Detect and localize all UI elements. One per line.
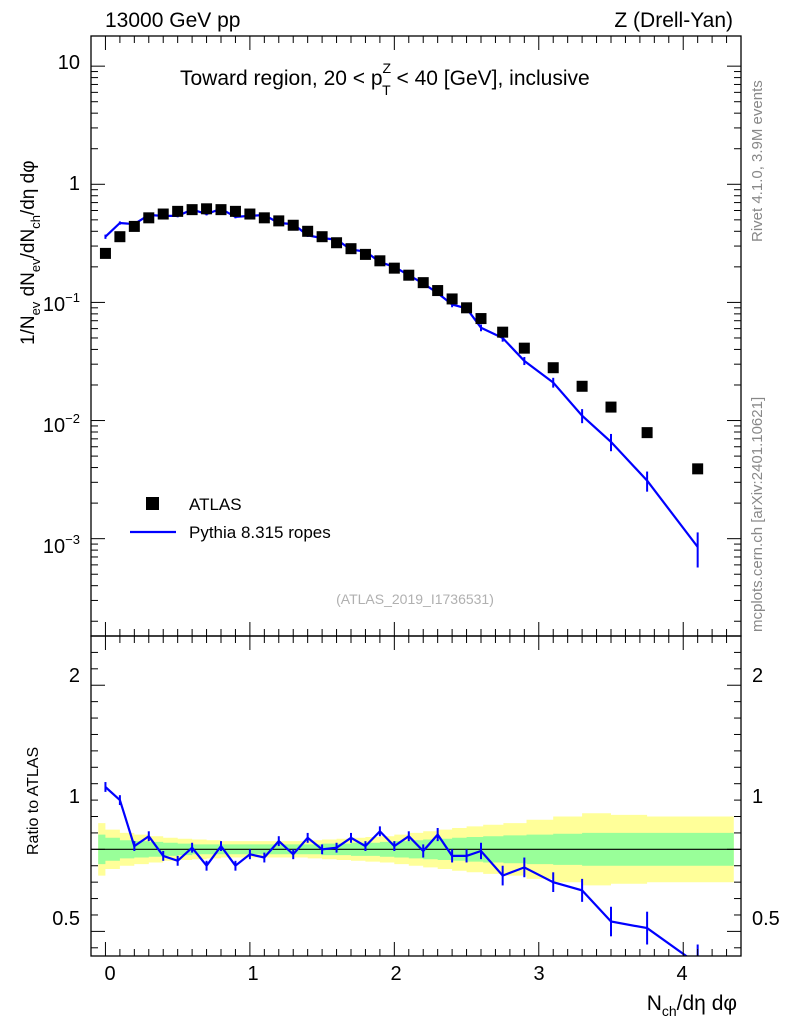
x-tick-label-4: 4	[676, 963, 687, 985]
atlas-point	[417, 277, 429, 289]
main-y-tick-labels: 10 1 10−1 10−2 10−3	[43, 52, 80, 558]
x-tick-labels: 0 1 2 3 4	[104, 963, 687, 985]
atlas-point	[99, 247, 111, 259]
atlas-point	[331, 237, 343, 249]
atlas-point	[692, 463, 704, 475]
atlas-point	[258, 212, 270, 224]
ratio-line	[104, 786, 689, 956]
atlas-point	[186, 204, 198, 216]
main-panel: Toward region, 20 < pZ T < 40 [GeV], incl…	[18, 35, 742, 637]
ratio-y-tick-0.5-right: 0.5	[752, 908, 780, 930]
atlas-point	[302, 225, 314, 237]
ratio-y-tick-1-right: 1	[752, 786, 763, 808]
ratio-y-tick-1-left: 1	[69, 786, 80, 808]
y-tick-label-1: 1	[69, 173, 80, 195]
atlas-point	[157, 208, 169, 220]
ratio-panel: 0.5 1 2 0.5 1 2 0 1 2 3 4 Ratio to ATLAS…	[25, 635, 780, 1019]
ratio-axis-ticks	[91, 635, 742, 956]
atlas-point	[446, 293, 458, 305]
legend: ATLAS Pythia 8.315 ropes	[130, 495, 331, 542]
atlas-point	[244, 208, 256, 220]
main-axis-ticks	[91, 36, 742, 636]
legend-atlas-marker	[146, 497, 159, 510]
atlas-point	[229, 205, 241, 217]
ratio-y-tick-2-right: 2	[752, 665, 763, 687]
atlas-point	[497, 326, 509, 338]
atlas-point	[128, 220, 140, 232]
main-frame	[90, 35, 742, 637]
x-axis-label: Nch/dη dφ	[647, 992, 737, 1019]
legend-pythia-label: Pythia 8.315 ropes	[189, 523, 331, 542]
atlas-point	[172, 205, 184, 217]
ratio-y-axis-label: Ratio to ATLAS	[25, 747, 42, 855]
atlas-point	[273, 215, 285, 227]
atlas-point	[576, 380, 588, 392]
y-tick-label-0.1: 10−1	[43, 290, 80, 316]
process-label: Z (Drell-Yan)	[614, 9, 733, 32]
atlas-point	[641, 427, 653, 439]
atlas-point	[374, 255, 386, 267]
atlas-point	[201, 203, 213, 215]
atlas-point	[518, 342, 530, 354]
atlas-point	[359, 248, 371, 260]
ratio-y-tick-labels: 0.5 1 2 0.5 1 2	[52, 665, 780, 930]
pythia-line	[104, 207, 699, 548]
main-y-axis-label: 1/Nev dNev/dNch/dη dφ	[18, 160, 43, 345]
atlas-point	[475, 313, 487, 325]
atlas-point	[143, 212, 155, 224]
atlas-point	[345, 243, 357, 255]
energy-label: 13000 GeV pp	[105, 9, 240, 32]
atlas-point	[388, 262, 400, 274]
atlas-point	[547, 362, 559, 374]
atlas-point	[114, 231, 126, 243]
atlas-point	[287, 219, 299, 231]
legend-atlas-label: ATLAS	[189, 495, 242, 514]
x-tick-label-2: 2	[390, 963, 401, 985]
ratio-y-tick-0.5-left: 0.5	[52, 908, 80, 930]
x-tick-label-3: 3	[533, 963, 544, 985]
x-tick-label-0: 0	[104, 963, 115, 985]
ratio-series-group	[104, 782, 699, 956]
atlas-point	[403, 269, 415, 281]
y-tick-label-0.001: 10−3	[43, 532, 80, 558]
main-plot-area	[99, 203, 704, 568]
atlas-point	[215, 204, 227, 216]
ratio-plot-area	[91, 782, 741, 956]
atlas-point	[605, 401, 617, 413]
y-tick-label-0.01: 10−2	[43, 411, 80, 437]
x-tick-label-1: 1	[247, 963, 258, 985]
main-title: Toward region, 20 < pZ T < 40 [GeV], incl…	[180, 60, 590, 98]
analysis-id: (ATLAS_2019_I1736531)	[336, 591, 494, 607]
mcplots-label: mcplots.cern.ch [arXiv:2401.10621]	[749, 397, 766, 632]
rivet-label: Rivet 4.1.0, 3.9M events	[749, 80, 766, 242]
atlas-point	[316, 231, 328, 243]
y-tick-label-10: 10	[58, 52, 80, 74]
atlas-point	[461, 302, 473, 314]
ratio-y-tick-2-left: 2	[69, 665, 80, 687]
atlas-point	[432, 285, 444, 297]
ratio-frame	[90, 635, 742, 957]
